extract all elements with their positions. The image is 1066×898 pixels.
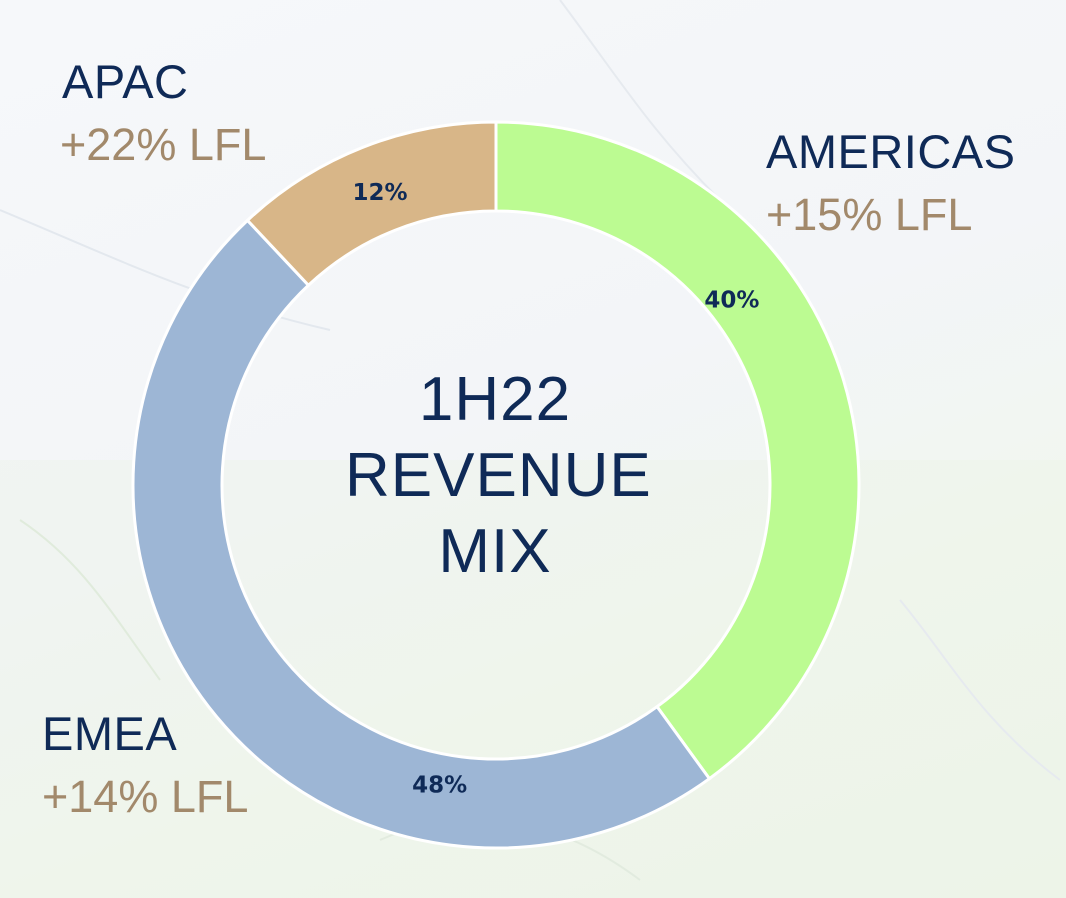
slice-label-americas: 40% xyxy=(704,288,759,314)
region-name-americas: AMERICAS xyxy=(766,125,1016,178)
donut-slice-apac xyxy=(245,120,498,288)
slice-label-emea: 48% xyxy=(412,773,467,799)
region-growth-emea: +14% LFL xyxy=(42,771,249,822)
chart-center-title: 1H22 REVENUE MIX xyxy=(345,362,652,590)
center-title-line-2: REVENUE xyxy=(345,441,652,510)
region-growth-apac: +22% LFL xyxy=(60,119,267,170)
center-title-line-1: 1H22 xyxy=(418,365,572,434)
region-growth-americas: +15% LFL xyxy=(766,189,973,240)
region-name-apac: APAC xyxy=(62,55,189,108)
donut-slice-americas xyxy=(494,120,861,781)
donut-slice-emea xyxy=(131,218,712,850)
slice-label-apac: 12% xyxy=(353,180,408,206)
center-title-line-3: MIX xyxy=(438,517,552,586)
region-name-emea: EMEA xyxy=(42,707,178,760)
